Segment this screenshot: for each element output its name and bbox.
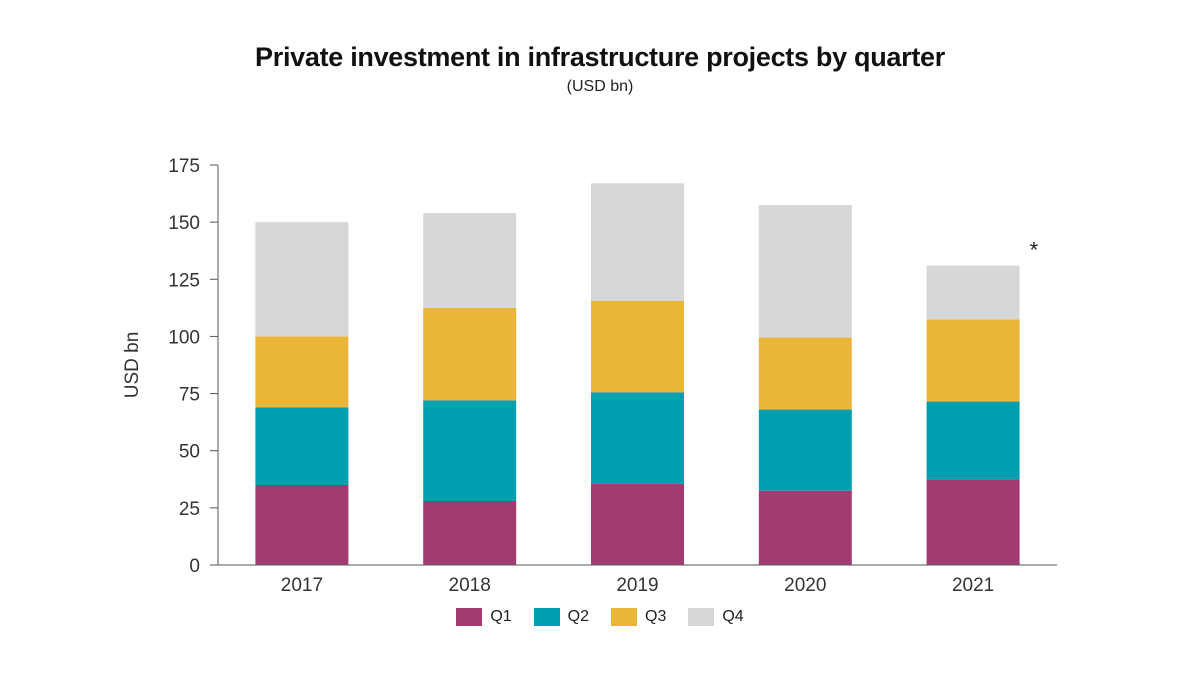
legend-swatch — [688, 608, 715, 626]
x-tick-label: 2018 — [449, 575, 491, 596]
bar-q4-2020 — [758, 205, 852, 338]
y-tick-label: 25 — [179, 499, 200, 520]
y-tick-label: 150 — [168, 213, 200, 234]
y-tick-label: 0 — [189, 556, 200, 577]
axes-group: 2017 2018 2019 2020 2021 * 0 25 50 75 100 125 150 175… — [122, 156, 1057, 596]
bar-q2-2019 — [591, 392, 684, 484]
legend-label: Q2 — [567, 608, 589, 625]
chart-legend: Q1 Q2 Q3 Q4 — [0, 608, 1200, 626]
legend-item-q3: Q3 — [611, 608, 666, 626]
bar-q1-2020 — [758, 490, 852, 565]
legend-label: Q3 — [645, 608, 667, 625]
bar-q1-2019 — [591, 483, 684, 565]
bar-q3-2021 — [926, 319, 1020, 402]
y-tick-label: 75 — [179, 385, 200, 406]
x-tick-label: 2017 — [281, 575, 323, 596]
bar-q4-2017 — [255, 222, 349, 337]
legend-swatch — [611, 608, 637, 626]
legend-label: Q4 — [722, 608, 744, 625]
legend-swatch — [533, 608, 560, 626]
bar-q1-2021 — [926, 479, 1020, 565]
bar-q3-2019 — [591, 301, 684, 393]
bar-q3-2018 — [423, 307, 517, 401]
chart-subtitle: (USD bn) — [566, 78, 634, 95]
bar-q2-2021 — [926, 401, 1020, 480]
bar-q4-2019 — [591, 183, 684, 301]
bar-q1-2017 — [255, 485, 349, 565]
bar-q4-2021 — [926, 265, 1020, 320]
x-tick-label: 2021 — [952, 575, 994, 596]
bar-q3-2020 — [758, 337, 852, 410]
y-axis-label: USD bn — [122, 332, 143, 399]
legend-item-q4: Q4 — [688, 608, 744, 626]
annotation-asterisk: * — [1030, 238, 1039, 263]
legend-label: Q1 — [490, 608, 512, 625]
y-tick-label: 125 — [168, 270, 200, 291]
x-tick-label: 2020 — [784, 575, 826, 596]
bar-q1-2018 — [423, 501, 517, 565]
bars-group — [255, 183, 1020, 565]
bar-q2-2020 — [758, 409, 852, 491]
chart-title: Private investment in infrastructure pro… — [255, 42, 945, 72]
bar-q3-2017 — [255, 336, 349, 408]
legend-item-q1: Q1 — [456, 608, 512, 626]
bar-q2-2018 — [423, 400, 517, 501]
bar-q4-2018 — [423, 213, 517, 308]
legend-item-q2: Q2 — [533, 608, 589, 626]
x-tick-label: 2019 — [616, 575, 658, 596]
y-tick-label: 50 — [179, 442, 200, 463]
bar-q2-2017 — [255, 407, 349, 485]
y-tick-label: 100 — [168, 327, 200, 348]
y-tick-label: 175 — [168, 156, 200, 177]
legend-swatch — [456, 608, 483, 626]
